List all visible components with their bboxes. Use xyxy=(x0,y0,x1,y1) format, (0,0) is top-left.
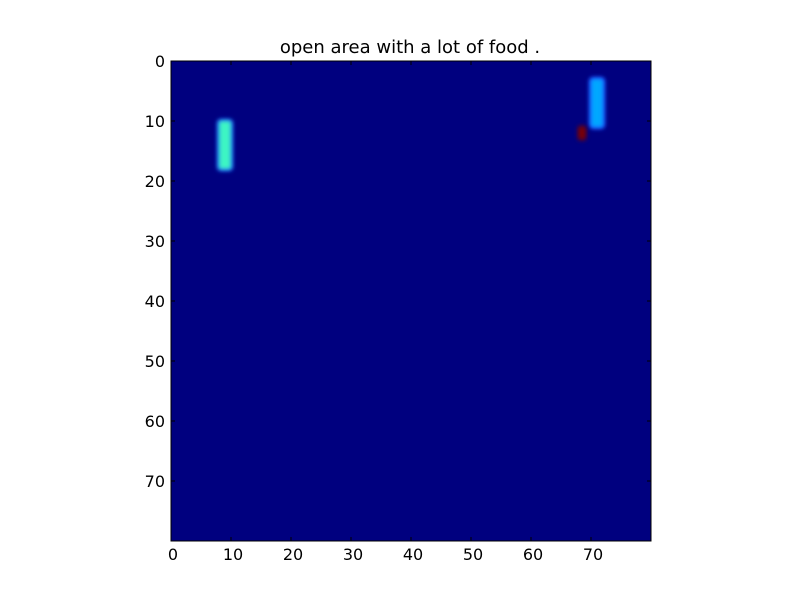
y-tick-label: 10 xyxy=(145,112,165,131)
blue-bar xyxy=(591,79,603,127)
y-tick-label: 60 xyxy=(145,412,165,431)
y-tick-label: 30 xyxy=(145,232,165,251)
y-tick-label: 40 xyxy=(145,292,165,311)
plot-area xyxy=(171,61,651,541)
heatmap-background xyxy=(171,61,651,541)
x-tick-label: 10 xyxy=(223,545,243,564)
red-dot xyxy=(579,127,585,139)
chart-title: open area with a lot of food . xyxy=(280,37,540,58)
y-tick-label: 20 xyxy=(145,172,165,191)
x-tick-label: 60 xyxy=(523,545,543,564)
teal-bar-cell xyxy=(217,119,233,171)
y-tick-label: 0 xyxy=(155,52,165,71)
x-tick-label: 20 xyxy=(283,545,303,564)
teal-bar xyxy=(219,121,231,169)
x-tick-label: 50 xyxy=(463,545,483,564)
y-tick-label: 70 xyxy=(145,472,165,491)
red-dot-cell xyxy=(577,125,587,141)
axes: 0 10 20 30 40 50 60 70 0 10 20 30 40 50 60 70 xyxy=(145,52,652,564)
x-tick-label: 40 xyxy=(403,545,423,564)
x-tick-label: 0 xyxy=(168,545,178,564)
blue-bar-cell xyxy=(589,77,605,129)
x-tick-label: 30 xyxy=(343,545,363,564)
x-tick-label: 70 xyxy=(583,545,603,564)
y-tick-label: 50 xyxy=(145,352,165,371)
